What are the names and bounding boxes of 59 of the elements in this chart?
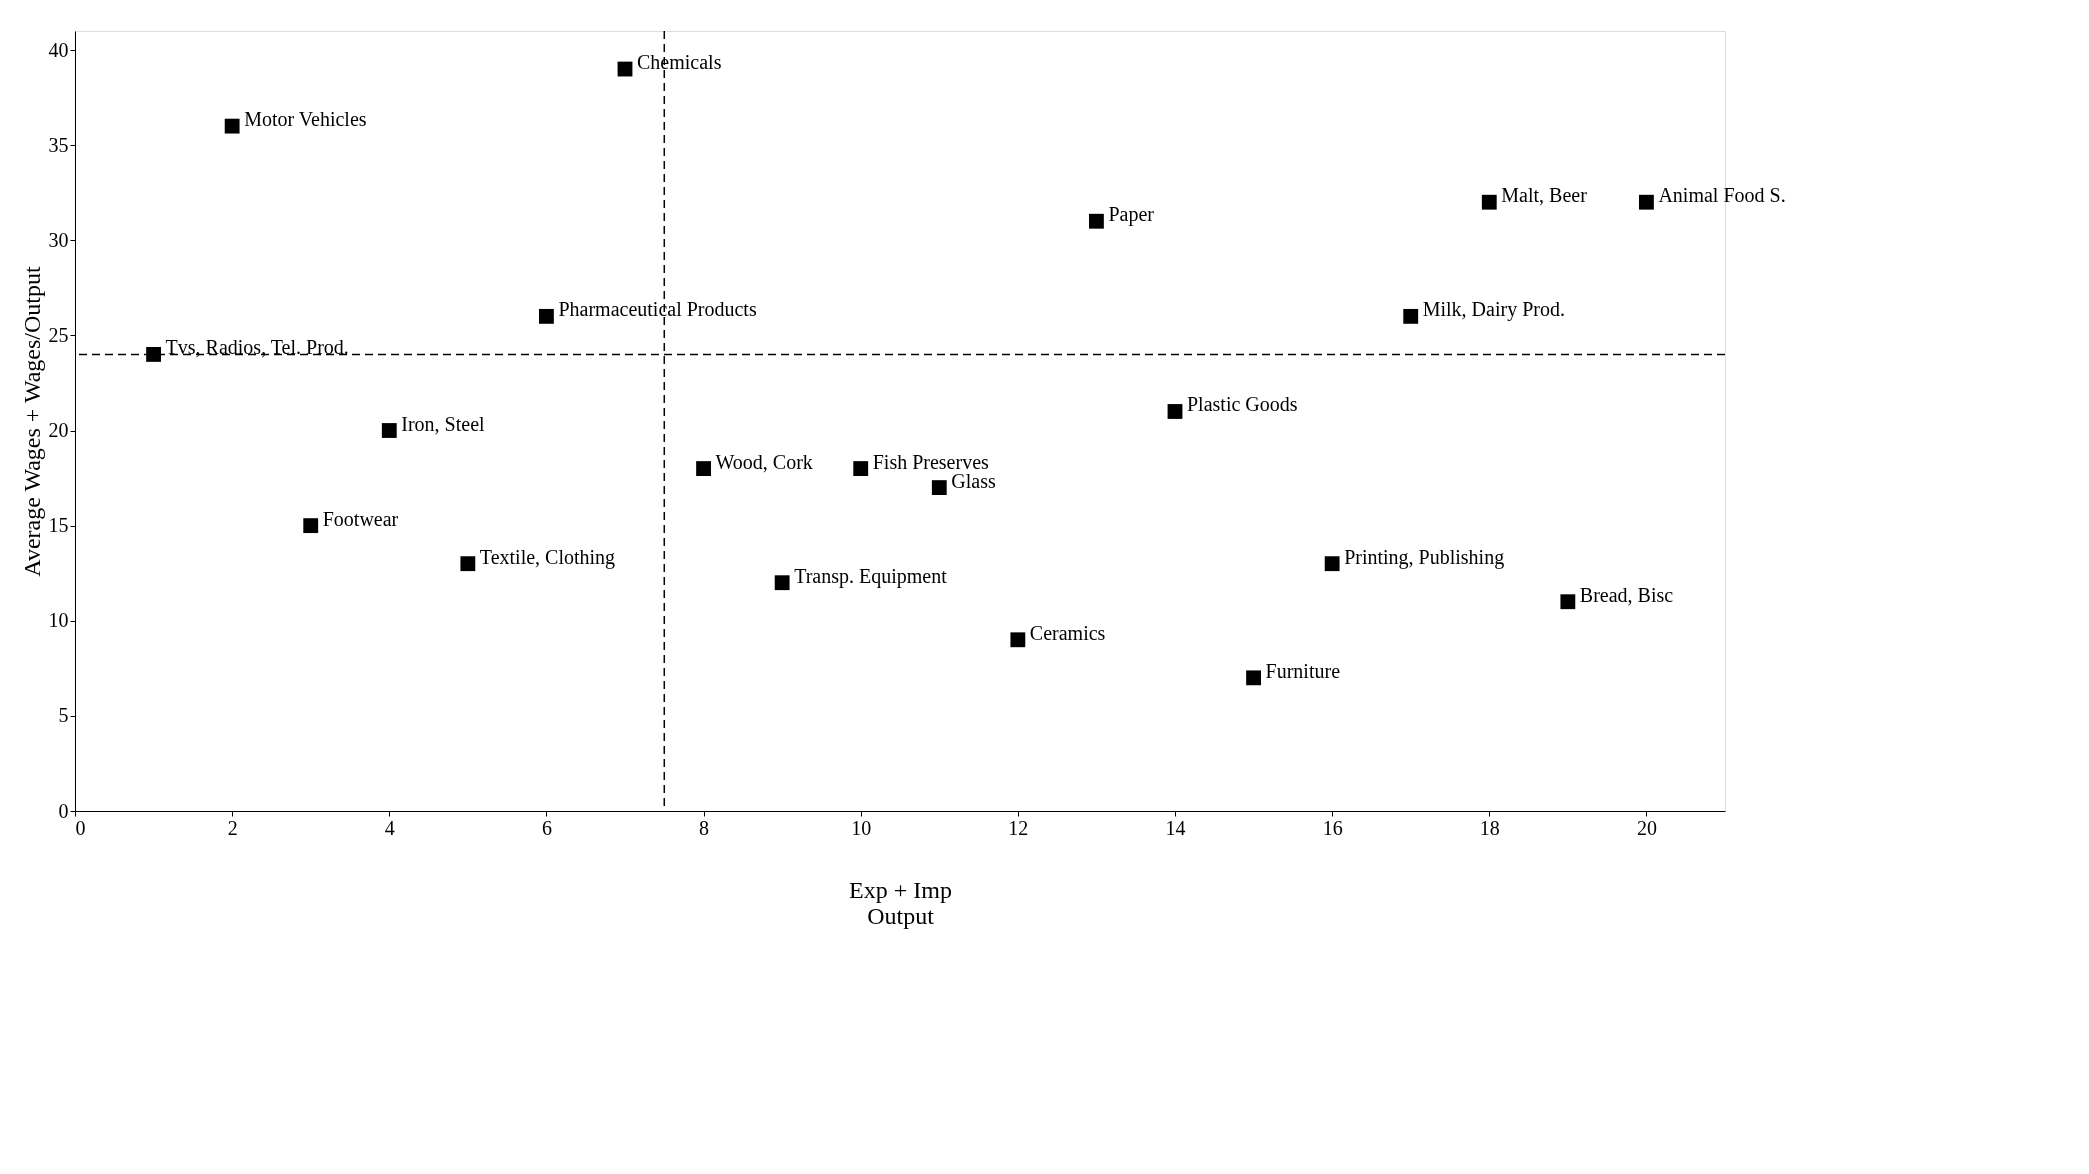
point xyxy=(381,423,397,438)
x-tick-label: 12 xyxy=(1008,816,1029,839)
y-tick-label: 5 xyxy=(58,704,69,727)
annotation: Pharmaceutical Products xyxy=(558,298,757,321)
annotation: Furniture xyxy=(1265,659,1341,682)
annotation: Iron, Steel xyxy=(401,412,486,435)
point xyxy=(146,347,161,362)
point xyxy=(1167,404,1183,419)
annotation: Transp. Equipment xyxy=(794,564,948,588)
y-tick-label: 15 xyxy=(48,514,69,537)
point xyxy=(1639,194,1654,210)
point xyxy=(696,461,711,476)
annotation: Wood, Cork xyxy=(715,450,813,473)
x-tick-label: 10 xyxy=(851,816,872,839)
x-tick-label: 0 xyxy=(75,816,86,839)
point xyxy=(1010,632,1026,648)
annotation: Plastic Goods xyxy=(1187,393,1298,416)
y-tick-label: 0 xyxy=(58,799,69,822)
point xyxy=(1560,594,1576,610)
x-tick-label: 20 xyxy=(1636,816,1657,839)
y-tick-label: 40 xyxy=(48,38,69,61)
point xyxy=(1481,194,1497,210)
x-tick-label: 2 xyxy=(227,816,238,839)
annotation: Ceramics xyxy=(1029,621,1106,644)
point xyxy=(1324,556,1340,572)
point xyxy=(853,461,869,476)
annotation: Tvs, Radios, Tel. Prod. xyxy=(165,336,349,359)
point xyxy=(303,518,319,534)
point xyxy=(1246,670,1261,686)
point xyxy=(774,575,790,591)
y-tick-label: 20 xyxy=(48,419,69,442)
annotation: Malt, Beer xyxy=(1501,184,1588,207)
y-tick-label: 35 xyxy=(48,133,69,156)
annotation: Motor Vehicles xyxy=(244,108,367,131)
y-axis-title: Average Wages + Wages/Output xyxy=(18,266,45,577)
point xyxy=(460,556,476,572)
x-tick-label: 8 xyxy=(699,816,710,839)
point xyxy=(539,308,554,324)
x-tick-label: 16 xyxy=(1322,816,1343,839)
annotation: Printing, Publishing xyxy=(1344,545,1505,569)
annotation: Textile, Clothing xyxy=(479,545,616,569)
point xyxy=(224,118,240,134)
annotation: Paper xyxy=(1108,203,1155,227)
x-tick-label: 6 xyxy=(541,816,552,839)
x-tick-label: 14 xyxy=(1165,816,1186,839)
point xyxy=(931,480,947,495)
y-tick-label: 30 xyxy=(48,228,69,251)
x-tick-label: 4 xyxy=(384,816,395,839)
y-tick-label: 25 xyxy=(48,323,69,346)
annotation: Animal Food S. xyxy=(1658,184,1786,207)
annotation: Chemicals xyxy=(637,51,722,74)
x-tick-label: 18 xyxy=(1479,816,1500,839)
y-tick-label: 10 xyxy=(48,609,69,632)
x-axis-title: Exp + Imp Output xyxy=(849,876,952,929)
annotation: Footwear xyxy=(322,507,399,530)
point xyxy=(1403,308,1419,324)
annotation: Milk, Dairy Prod. xyxy=(1422,298,1565,322)
annotation: Bread, Bisc xyxy=(1579,583,1674,606)
point xyxy=(1089,213,1104,229)
